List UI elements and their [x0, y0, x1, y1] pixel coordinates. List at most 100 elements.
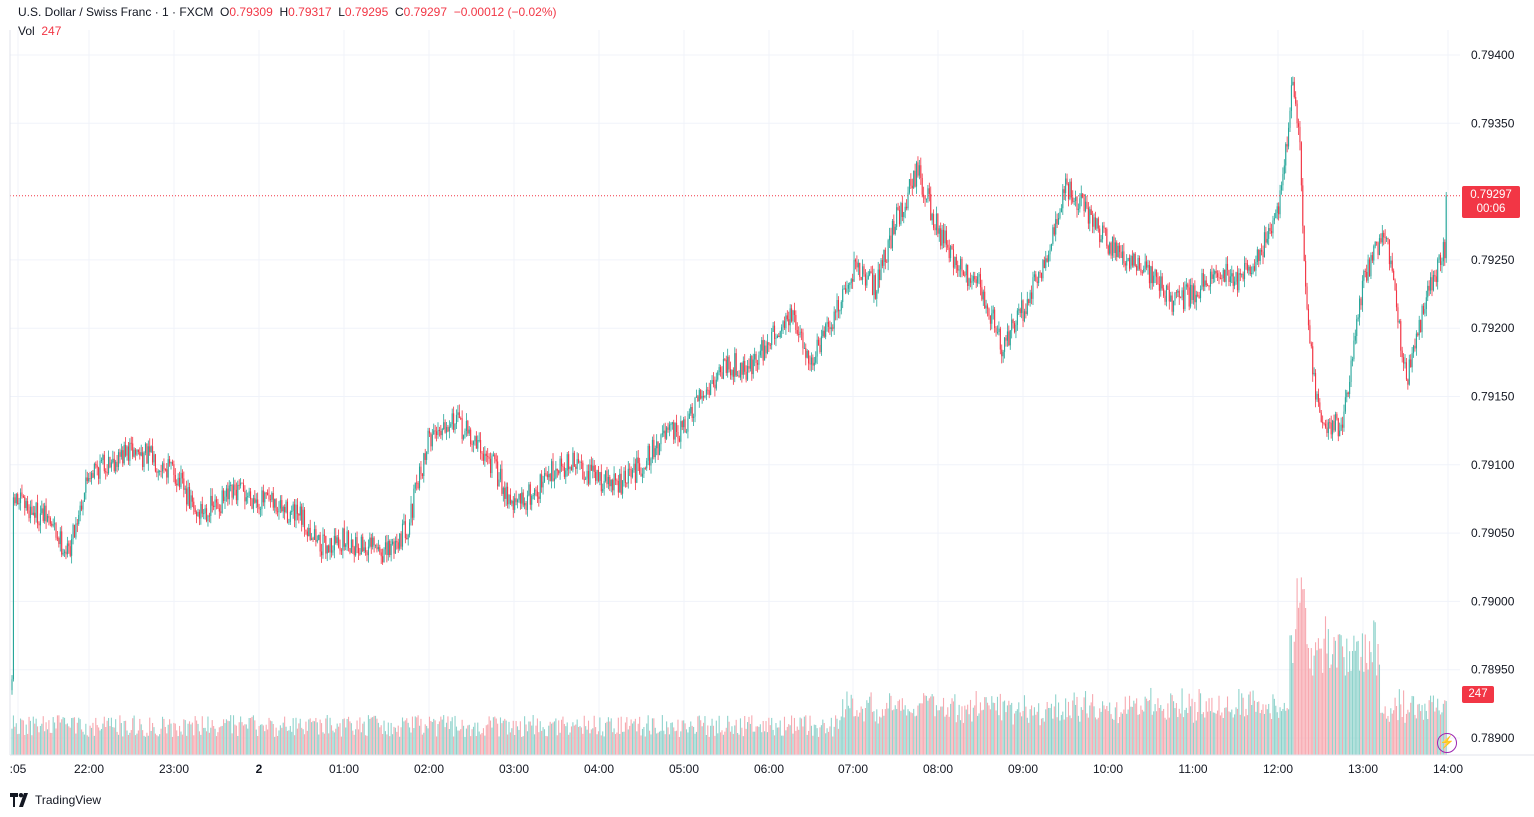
- candle-body: [1011, 319, 1013, 331]
- volume-bar: [1077, 715, 1079, 755]
- volume-bar: [869, 696, 871, 755]
- volume-bar: [251, 716, 253, 755]
- volume-bar: [122, 736, 124, 755]
- candle-body: [1297, 123, 1300, 127]
- candle-body: [268, 495, 270, 500]
- candle-body: [167, 459, 169, 478]
- candle-body: [494, 454, 496, 460]
- volume-bar: [1008, 700, 1010, 755]
- candle-body: [1286, 144, 1288, 147]
- candle-body: [338, 537, 340, 548]
- volume-bar: [471, 729, 473, 755]
- volume-bar: [842, 699, 844, 755]
- candle-body: [864, 274, 866, 286]
- candle-body: [1253, 266, 1256, 271]
- volume-bar: [1150, 687, 1152, 755]
- volume-bar: [800, 718, 803, 755]
- volume-label[interactable]: Vol: [18, 24, 35, 38]
- candle-body: [846, 288, 848, 293]
- volume-bar: [519, 721, 521, 755]
- volume-bar: [232, 715, 235, 755]
- volume-bar: [1296, 578, 1298, 755]
- volume-bar: [119, 715, 121, 755]
- volume-bar: [1106, 705, 1108, 755]
- candle-body: [1028, 299, 1030, 303]
- candle-body: [793, 310, 795, 315]
- volume-bar: [714, 735, 716, 755]
- candle-body: [1222, 269, 1224, 279]
- candle-body: [930, 193, 932, 221]
- brand-footer[interactable]: TradingView: [10, 790, 101, 810]
- volume-bar: [1332, 654, 1334, 755]
- volume-bar: [1415, 718, 1417, 755]
- candle-body: [458, 412, 460, 418]
- volume-bar: [312, 720, 314, 755]
- volume-bar: [898, 699, 901, 755]
- volume-bar: [207, 716, 209, 755]
- volume-bar: [1069, 715, 1071, 755]
- candle-body: [11, 679, 13, 691]
- volume-bar: [73, 717, 76, 755]
- candle-body: [647, 445, 649, 461]
- candle-body: [1029, 292, 1031, 303]
- candle-body: [556, 468, 558, 471]
- candle-body: [485, 453, 487, 456]
- candle-body: [1428, 285, 1430, 291]
- volume-bar: [1418, 703, 1420, 755]
- candle-body: [444, 422, 446, 433]
- volume-bar: [920, 703, 922, 755]
- volume-bar: [65, 724, 67, 755]
- volume-bar: [24, 734, 26, 755]
- candle-body: [1407, 379, 1409, 385]
- candle-body: [1171, 295, 1173, 312]
- candle-body: [1238, 273, 1240, 291]
- volume-bar: [1408, 712, 1410, 755]
- volume-bar: [924, 695, 926, 755]
- candle-body: [120, 450, 122, 457]
- volume-bar: [1442, 703, 1444, 755]
- volume-bar: [978, 713, 980, 755]
- volume-bar: [614, 734, 617, 755]
- candle-body: [1046, 258, 1048, 262]
- lightning-icon[interactable]: ⚡: [1437, 733, 1457, 753]
- candle-body: [301, 506, 303, 525]
- candle-body: [764, 345, 766, 361]
- candle-body: [876, 291, 878, 299]
- volume-bar: [640, 735, 642, 755]
- candle-body: [654, 448, 656, 458]
- volume-bar: [372, 717, 374, 755]
- candle-body: [712, 379, 715, 385]
- volume-bar: [1040, 718, 1043, 755]
- volume-bar: [187, 723, 189, 755]
- volume-bar: [1300, 577, 1302, 755]
- volume-bar: [785, 730, 787, 755]
- volume-bar: [691, 725, 693, 755]
- candle-body: [1427, 285, 1429, 298]
- candle-body: [369, 537, 371, 547]
- volume-bar: [843, 717, 845, 755]
- volume-bar: [369, 718, 371, 755]
- symbol-title[interactable]: U.S. Dollar / Swiss Franc · 1 · FXCM: [18, 5, 214, 19]
- volume-bar: [275, 727, 277, 755]
- candle-body: [421, 473, 423, 477]
- candle-body: [363, 547, 365, 552]
- volume-bar: [383, 720, 385, 755]
- volume-bar: [214, 728, 216, 755]
- volume-bar: [1170, 693, 1172, 755]
- candle-body: [105, 471, 107, 473]
- candle-body: [626, 482, 628, 484]
- candle-body: [386, 542, 388, 555]
- candle-body: [204, 508, 206, 514]
- candle-body: [580, 461, 582, 463]
- volume-bar: [276, 736, 279, 755]
- volume-bar: [562, 716, 564, 755]
- candle-body: [727, 356, 729, 373]
- volume-bar: [955, 722, 957, 755]
- volume-bar: [31, 735, 33, 755]
- volume-bar: [904, 705, 906, 755]
- volume-bar: [1427, 719, 1429, 755]
- volume-bar: [1333, 637, 1335, 755]
- candle-body: [560, 458, 563, 467]
- candle-body: [438, 429, 440, 431]
